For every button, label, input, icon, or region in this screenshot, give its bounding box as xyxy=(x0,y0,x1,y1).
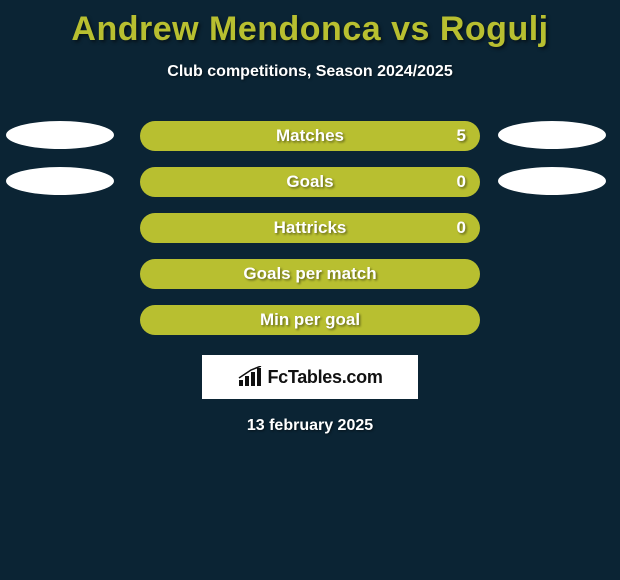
brand-text: FcTables.com xyxy=(267,367,382,388)
stat-row: Goals per match xyxy=(0,259,620,289)
right-value-ellipse xyxy=(498,167,606,195)
stat-row: Min per goal xyxy=(0,305,620,335)
stat-bar: Hattricks 0 xyxy=(140,213,480,243)
stat-label: Min per goal xyxy=(140,310,480,330)
stat-row: Goals 0 xyxy=(0,167,620,197)
stat-value: 5 xyxy=(457,126,466,146)
stat-bar: Goals per match xyxy=(140,259,480,289)
left-value-ellipse xyxy=(6,167,114,195)
bar-chart-icon xyxy=(237,366,263,388)
stat-row: Hattricks 0 xyxy=(0,213,620,243)
page-title: Andrew Mendonca vs Rogulj xyxy=(0,0,620,49)
stat-row: Matches 5 xyxy=(0,121,620,151)
left-value-ellipse xyxy=(6,121,114,149)
stat-label: Goals xyxy=(140,172,480,192)
stat-label: Hattricks xyxy=(140,218,480,238)
page-subtitle: Club competitions, Season 2024/2025 xyxy=(0,63,620,81)
brand-badge: FcTables.com xyxy=(202,355,418,399)
stat-bar: Matches 5 xyxy=(140,121,480,151)
stat-value: 0 xyxy=(457,218,466,238)
stat-value: 0 xyxy=(457,172,466,192)
date-text: 13 february 2025 xyxy=(0,417,620,435)
stat-bar: Min per goal xyxy=(140,305,480,335)
brand-inner: FcTables.com xyxy=(237,366,382,388)
right-value-ellipse xyxy=(498,121,606,149)
stat-label: Matches xyxy=(140,126,480,146)
stat-rows: Matches 5 Goals 0 Hattricks 0 Goals per … xyxy=(0,121,620,335)
stat-bar: Goals 0 xyxy=(140,167,480,197)
stat-label: Goals per match xyxy=(140,264,480,284)
